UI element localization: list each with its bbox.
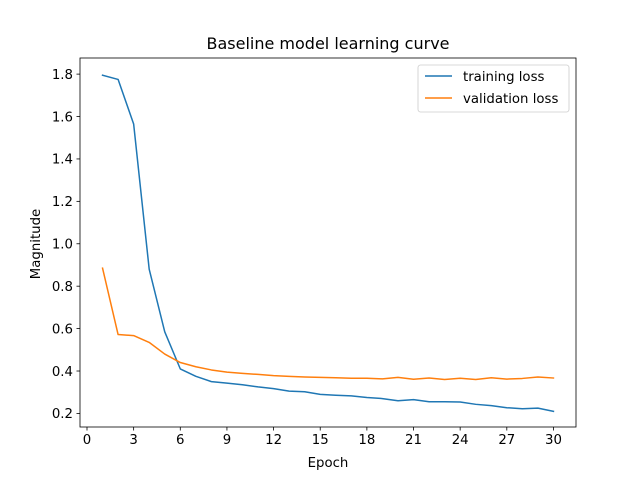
x-tick-label: 21: [405, 433, 422, 448]
x-tick-label: 30: [545, 433, 562, 448]
y-axis-label: Magnitude: [29, 209, 44, 279]
y-tick-label: 1.6: [52, 110, 73, 125]
series-line-validation-loss: [101, 267, 555, 381]
y-tick-label: 1.8: [52, 68, 73, 83]
series-line-training-loss: [101, 74, 555, 413]
y-tick-label: 0.2: [52, 407, 73, 422]
y-tick-label: 0.4: [52, 365, 73, 380]
x-tick-label: 24: [452, 433, 469, 448]
x-tick-label: 15: [312, 433, 329, 448]
y-axis-ticks: 0.2 0.4 0.6 0.8 1.0 1.2 1.4 1.6 1.8: [52, 68, 80, 422]
x-tick-label: 27: [498, 433, 515, 448]
chart-title: Baseline model learning curve: [206, 34, 449, 53]
x-tick-label: 0: [83, 433, 91, 448]
legend-box: [417, 64, 570, 113]
x-tick-label: 3: [129, 433, 137, 448]
plot-area: [79, 57, 577, 428]
legend-label-training-loss: training loss: [463, 70, 544, 85]
x-axis-ticks: 0 3 6 9 12 15 18 21 24 27 30: [83, 427, 562, 448]
x-tick-label: 12: [265, 433, 282, 448]
series-layer: [101, 74, 555, 413]
y-tick-label: 1.4: [52, 153, 73, 168]
y-tick-label: 1.2: [52, 195, 73, 210]
axes-frame: [79, 57, 577, 428]
x-tick-label: 9: [223, 433, 231, 448]
x-tick-label: 6: [176, 433, 184, 448]
x-tick-label: 18: [358, 433, 375, 448]
y-tick-label: 0.6: [52, 322, 73, 337]
legend-label-validation-loss: validation loss: [463, 92, 558, 107]
legend: training loss validation loss: [417, 64, 570, 113]
y-tick-label: 1.0: [52, 238, 73, 253]
x-axis-label: Epoch: [308, 456, 349, 471]
y-tick-label: 0.8: [52, 280, 73, 295]
